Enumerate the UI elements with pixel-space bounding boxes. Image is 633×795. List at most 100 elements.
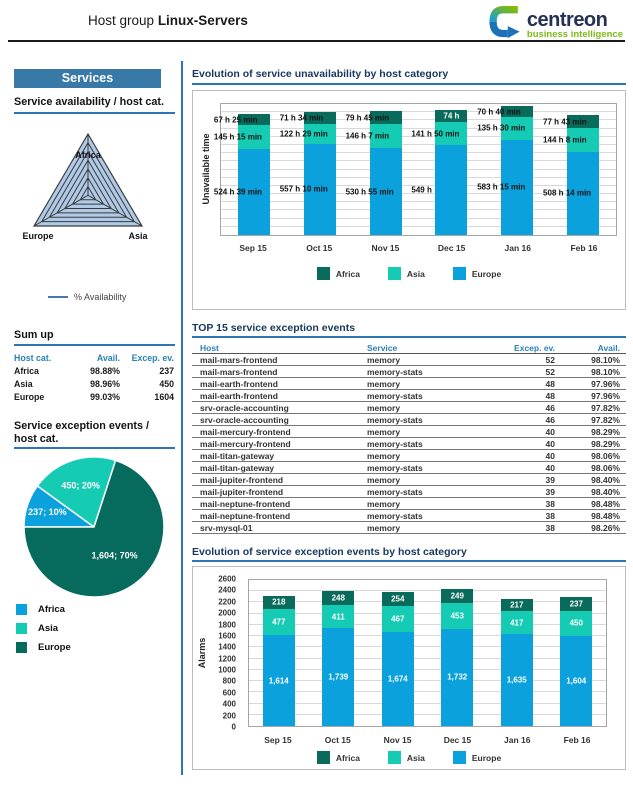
cell-avail: 98.06% — [591, 462, 620, 473]
chart-legend-item: Europe — [452, 751, 501, 764]
sumup-cell-hostcat: Europe — [14, 392, 45, 402]
section1-rule — [192, 83, 626, 85]
radar-legend-label: % Availability — [74, 292, 127, 302]
bar-segment-asia: 146 h 7 min — [346, 124, 402, 149]
cell-avail: 98.26% — [591, 522, 620, 533]
cell-service: memory-stats — [367, 462, 423, 473]
gridline — [221, 176, 616, 178]
chart1-x-axis: Sep 15 Oct 15 Nov 15 Dec 15 Jan 16 Feb 16 — [220, 243, 617, 253]
radar-legend-line-icon — [48, 296, 68, 298]
bar-group: 1,739 411 248 — [309, 580, 369, 726]
bar-value-label: 144 h 8 min — [543, 135, 587, 145]
legend-swatch-icon — [452, 751, 466, 764]
bar-segment-europe: 549 h — [411, 145, 468, 235]
gridline — [221, 168, 616, 170]
x-axis-label: Oct 15 — [306, 243, 333, 253]
cell-avail: 98.06% — [591, 450, 620, 461]
chart-legend-item: Asia — [387, 751, 425, 764]
x-axis-label: Jan 16 — [504, 243, 531, 253]
top15-col-avail: Avail. — [597, 342, 620, 353]
gridline — [221, 225, 616, 227]
sidebar-divider — [181, 61, 183, 775]
pie-slice-europe — [23, 459, 165, 598]
bar-value-label: 67 h 25 min — [213, 115, 258, 125]
page-title-hostgroup: Linux-Servers — [157, 13, 248, 28]
table-row: mail-titan-gateway memory-stats 40 98.06% — [192, 462, 626, 474]
y-tick-label: 800 — [222, 676, 236, 686]
legend-label: Europe — [471, 268, 502, 279]
services-banner: Services — [14, 69, 161, 88]
cell-host: mail-jupiter-frontend — [200, 474, 284, 485]
bar-segment-asia: 141 h 50 min — [411, 121, 468, 146]
bar-value-label: 237 — [569, 599, 583, 609]
gridline — [221, 193, 616, 195]
cell-host: mail-neptune-frontend — [200, 510, 291, 521]
pie-slice-label: 237; 10% — [28, 507, 67, 517]
gridline — [249, 713, 606, 715]
pie-slice-label: 450; 20% — [61, 481, 100, 491]
x-axis-label: Dec 15 — [443, 735, 472, 745]
y-tick-label: 1600 — [218, 631, 236, 641]
sumup-cell-avail: 98.96% — [90, 379, 120, 389]
bar-value-label: 70 h 40 min — [477, 107, 521, 117]
cell-excep: 52 — [545, 366, 555, 377]
bar-value-label: 249 — [450, 591, 464, 601]
bar-value-label: 453 — [450, 611, 464, 621]
y-tick-label: 2000 — [218, 608, 236, 618]
cell-avail: 98.48% — [591, 498, 620, 509]
bar-segment-europe: 1,604 — [560, 635, 593, 726]
gridline — [221, 201, 616, 203]
table-row: mail-mercury-frontend memory 40 98.29% — [192, 426, 626, 438]
unavailability-chart: Unavailable time 524 h 39 min 145 h 15 mi… — [192, 90, 626, 310]
cell-excep: 38 — [545, 510, 555, 521]
table-row: mail-neptune-frontend memory-stats 38 98.48… — [192, 510, 626, 522]
x-axis-label: Feb 16 — [570, 243, 598, 253]
bar-value-label: 1,739 — [328, 672, 349, 682]
bar-segment-europe: 583 h 15 min — [477, 139, 534, 235]
sumup-heading-rule — [14, 344, 175, 346]
gridline — [221, 184, 616, 186]
chart-legend-item: Europe — [452, 267, 502, 280]
centreon-logo: centreon business intelligence — [488, 6, 623, 44]
bar-group: 508 h 14 min 144 h 8 min 77 h 43 min — [543, 104, 616, 235]
bar-segment-africa: 70 h 40 min — [477, 105, 534, 118]
legend-swatch-icon — [16, 623, 27, 634]
gridline — [249, 646, 606, 648]
bar-segment-asia: 122 h 29 min — [280, 123, 336, 144]
table-row: mail-earth-frontend memory-stats 48 97.96% — [192, 390, 626, 402]
section2-rule — [192, 336, 626, 338]
bar-segment-africa: 77 h 43 min — [543, 115, 600, 129]
cell-excep: 40 — [545, 438, 555, 449]
cell-excep: 38 — [545, 522, 555, 533]
table-row: mail-mars-frontend memory-stats 52 98.10% — [192, 366, 626, 378]
sumup-row: Africa 98.88% 237 — [14, 365, 174, 378]
bar-value-label: 549 h — [411, 185, 432, 195]
bar-segment-europe: 508 h 14 min — [543, 151, 600, 235]
availability-heading: Service availability / host cat. — [14, 96, 165, 108]
sumup-cell-excep: 237 — [159, 366, 174, 376]
bar-segment-africa: 74 h — [435, 109, 468, 122]
availability-heading-rule — [14, 112, 175, 114]
pie-legend-item: Asia — [16, 622, 71, 635]
cell-host: mail-mercury-frontend — [200, 426, 291, 437]
cell-avail: 97.96% — [591, 390, 620, 401]
logo-brand: centreon — [526, 8, 608, 31]
bar-segment-asia: 477 — [262, 608, 295, 636]
radar-axis-label: Africa — [75, 150, 102, 160]
sumup-cell-hostcat: Africa — [14, 366, 39, 376]
bar-value-label: 218 — [272, 597, 286, 607]
cell-avail: 98.10% — [591, 354, 620, 365]
bar-value-label: 557 h 10 min — [279, 184, 328, 194]
bar-value-label: 122 h 29 min — [279, 129, 328, 139]
bar-value-label: 1,604 — [566, 676, 587, 686]
bar-segment-asia: 450 — [560, 610, 593, 636]
gridline — [249, 691, 606, 693]
x-axis-label: Nov 15 — [371, 243, 400, 253]
chart1-legend: Africa Asia Europe — [193, 267, 625, 280]
cell-host: mail-titan-gateway — [200, 450, 275, 461]
x-axis-label: Dec 15 — [437, 243, 466, 253]
cell-host: mail-titan-gateway — [200, 462, 275, 473]
bar-value-label: 135 h 30 min — [477, 123, 526, 133]
cell-avail: 97.82% — [591, 414, 620, 425]
legend-swatch-icon — [16, 642, 27, 653]
